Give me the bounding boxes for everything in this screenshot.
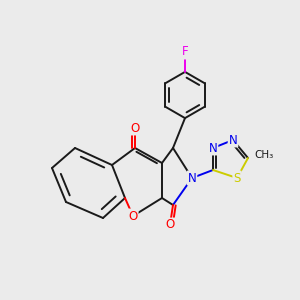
Text: S: S [233, 172, 241, 184]
Text: F: F [182, 46, 188, 59]
Text: N: N [229, 134, 237, 146]
Text: N: N [188, 172, 196, 184]
Text: CH₃: CH₃ [254, 150, 274, 160]
Text: O: O [128, 209, 138, 223]
Text: O: O [130, 122, 140, 134]
Text: O: O [165, 218, 175, 232]
Text: N: N [208, 142, 217, 154]
